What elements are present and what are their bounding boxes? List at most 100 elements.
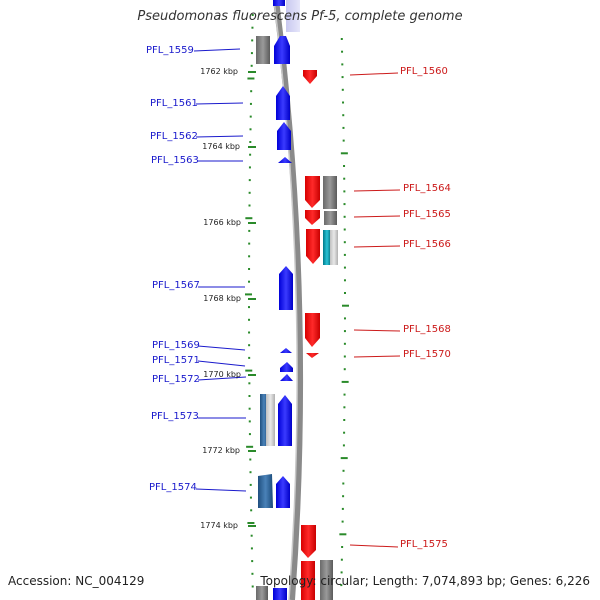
kbp-tick bbox=[248, 298, 256, 300]
gene-label-pfl-1571[interactable]: PFL_1571 bbox=[152, 355, 200, 366]
gene-label-pfl-1563[interactable]: PFL_1563 bbox=[151, 155, 199, 166]
minor-tick bbox=[250, 52, 253, 55]
minor-tick bbox=[343, 177, 346, 180]
gene-label-pfl-1572[interactable]: PFL_1572 bbox=[152, 374, 200, 385]
minor-tick bbox=[248, 420, 251, 423]
minor-tick bbox=[341, 50, 344, 53]
minor-tick bbox=[249, 141, 252, 143]
gene-top-blue bbox=[273, 0, 285, 6]
minor-tick bbox=[248, 344, 251, 347]
kbp-label-1774: 1774 kbp bbox=[200, 521, 238, 530]
gene-label-pfl-1560[interactable]: PFL_1560 bbox=[400, 66, 448, 77]
gene-pfl-1572 bbox=[280, 374, 293, 381]
feature-pfl-1566-silver bbox=[330, 230, 338, 265]
kbp-label-1772: 1772 kbp bbox=[202, 446, 240, 455]
gene-pfl-1560 bbox=[303, 70, 317, 84]
minor-tick bbox=[248, 268, 251, 270]
minor-tick bbox=[340, 38, 343, 40]
gene-pfl-1575 bbox=[301, 525, 316, 558]
minor-tick bbox=[343, 419, 346, 421]
minor-tick bbox=[248, 407, 251, 410]
kbp-label-1770: 1770 kbp bbox=[203, 370, 241, 379]
minor-tick bbox=[250, 64, 253, 67]
minor-tick bbox=[248, 255, 251, 258]
feature-pfl-1574-steel bbox=[258, 474, 273, 508]
major-tick bbox=[245, 369, 253, 372]
gene-pfl-1574-a bbox=[276, 476, 290, 508]
minor-tick bbox=[248, 318, 251, 321]
gene-pfl-1561 bbox=[276, 86, 290, 120]
accession-text: Accession: NC_004129 bbox=[8, 574, 145, 588]
kbp-label-1762: 1762 kbp bbox=[200, 67, 238, 76]
minor-tick bbox=[250, 534, 253, 537]
gene-pfl-1566 bbox=[306, 229, 320, 264]
minor-tick bbox=[248, 395, 251, 397]
gene-pfl-1573-a bbox=[278, 395, 292, 446]
gene-label-pfl-1568[interactable]: PFL_1568 bbox=[403, 324, 451, 335]
minor-tick bbox=[343, 279, 346, 282]
minor-tick bbox=[343, 215, 346, 218]
minor-tick bbox=[343, 406, 346, 409]
gene-label-pfl-1562[interactable]: PFL_1562 bbox=[150, 131, 198, 142]
gene-label-pfl-1573[interactable]: PFL_1573 bbox=[151, 411, 199, 422]
topology-text: Topology: circular; Length: 7,074,893 bp… bbox=[260, 574, 590, 588]
minor-tick bbox=[341, 88, 344, 91]
minor-tick bbox=[341, 507, 344, 510]
minor-tick bbox=[249, 483, 252, 486]
minor-tick bbox=[251, 560, 254, 563]
kbp-tick bbox=[248, 146, 256, 148]
gene-label-pfl-1575[interactable]: PFL_1575 bbox=[400, 539, 448, 550]
minor-tick bbox=[343, 165, 346, 167]
gene-label-pfl-1559[interactable]: PFL_1559 bbox=[146, 45, 194, 56]
gene-label-pfl-1574[interactable]: PFL_1574 bbox=[149, 482, 197, 493]
major-tick bbox=[247, 77, 255, 80]
gene-label-pfl-1564[interactable]: PFL_1564 bbox=[403, 183, 451, 194]
gene-pfl-1569 bbox=[280, 348, 292, 353]
minor-tick bbox=[249, 496, 252, 499]
reverse-strand-genes bbox=[301, 70, 320, 600]
minor-tick bbox=[340, 584, 343, 587]
minor-tick bbox=[342, 482, 345, 485]
gene-label-pfl-1565[interactable]: PFL_1565 bbox=[403, 209, 451, 220]
minor-tick bbox=[251, 39, 254, 42]
minor-tick bbox=[343, 292, 346, 294]
feature-bottom-gray bbox=[320, 560, 333, 600]
minor-tick bbox=[248, 166, 251, 169]
minor-tick bbox=[343, 368, 346, 371]
leader-lines bbox=[193, 48, 401, 548]
minor-tick bbox=[343, 253, 346, 256]
minor-tick bbox=[250, 90, 253, 93]
minor-tick bbox=[342, 469, 345, 472]
gene-label-pfl-1567[interactable]: PFL_1567 bbox=[152, 280, 200, 291]
backbone-highlight bbox=[273, 0, 298, 600]
minor-tick bbox=[251, 26, 254, 29]
minor-tick bbox=[249, 153, 252, 156]
feature-pfl-1559-gray bbox=[256, 36, 270, 64]
feature-pfl-1564-gray bbox=[323, 176, 337, 209]
minor-tick bbox=[342, 114, 345, 117]
major-tick bbox=[341, 380, 349, 383]
major-tick bbox=[247, 522, 255, 524]
gene-label-pfl-1561[interactable]: PFL_1561 bbox=[150, 98, 198, 109]
minor-tick bbox=[340, 571, 343, 574]
minor-tick bbox=[343, 241, 346, 244]
minor-tick bbox=[248, 204, 251, 207]
map-title: Pseudomonas fluorescens Pf-5, complete g… bbox=[137, 9, 463, 24]
gene-pfl-1565 bbox=[305, 210, 320, 225]
minor-tick bbox=[248, 306, 251, 309]
minor-tick bbox=[250, 547, 253, 550]
feature-blocks bbox=[256, 36, 338, 600]
kbp-tick bbox=[248, 374, 256, 376]
major-tick bbox=[340, 152, 348, 155]
minor-tick bbox=[249, 102, 252, 105]
minor-tick bbox=[248, 229, 251, 232]
minor-tick bbox=[249, 128, 252, 131]
gene-label-pfl-1570[interactable]: PFL_1570 bbox=[403, 349, 451, 360]
minor-tick bbox=[343, 355, 346, 358]
gene-label-pfl-1569[interactable]: PFL_1569 bbox=[152, 340, 200, 351]
gene-label-pfl-1566[interactable]: PFL_1566 bbox=[403, 239, 451, 250]
major-tick bbox=[340, 457, 348, 460]
gene-pfl-1559 bbox=[274, 36, 290, 64]
kbp-tick bbox=[248, 450, 256, 452]
